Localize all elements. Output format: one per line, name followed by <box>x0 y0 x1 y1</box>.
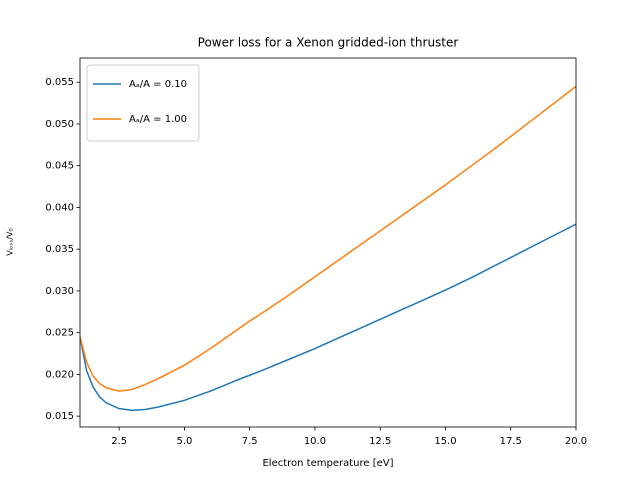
x-tick-label: 2.5 <box>111 436 127 447</box>
y-axis-label: Vₗₒₛₛ/V₀ <box>6 228 15 255</box>
plot-frame <box>79 57 577 428</box>
legend-label: Aₐ/A = 0.10 <box>129 79 187 90</box>
y-tick-label: 0.055 <box>45 77 74 88</box>
y-tick-label: 0.020 <box>45 369 74 380</box>
y-tick-label: 0.015 <box>45 411 74 422</box>
x-tick-label: 10.0 <box>304 436 326 447</box>
y-tick-label: 0.045 <box>45 161 74 172</box>
line-series <box>80 85 576 392</box>
x-tick-label: 5.0 <box>176 436 192 447</box>
legend-box <box>86 64 200 142</box>
x-tick-label: 7.5 <box>242 436 258 447</box>
x-tick-label: 17.5 <box>500 436 522 447</box>
x-tick-label: 12.5 <box>369 436 391 447</box>
legend-label: Aₐ/A = 1.00 <box>129 114 187 125</box>
y-tick-label: 0.040 <box>45 202 74 213</box>
x-tick-label: 20.0 <box>565 436 587 447</box>
y-tick-label: 0.035 <box>45 244 74 255</box>
y-tick-label: 0.025 <box>45 328 74 339</box>
y-tick-label: 0.030 <box>45 286 74 297</box>
y-tick-label: 0.050 <box>45 119 74 130</box>
x-axis-label: Electron temperature [eV] <box>262 458 393 469</box>
chart-title: Power loss for a Xenon gridded-ion thrus… <box>198 36 459 50</box>
x-tick-label: 15.0 <box>434 436 456 447</box>
line-series <box>80 223 576 412</box>
